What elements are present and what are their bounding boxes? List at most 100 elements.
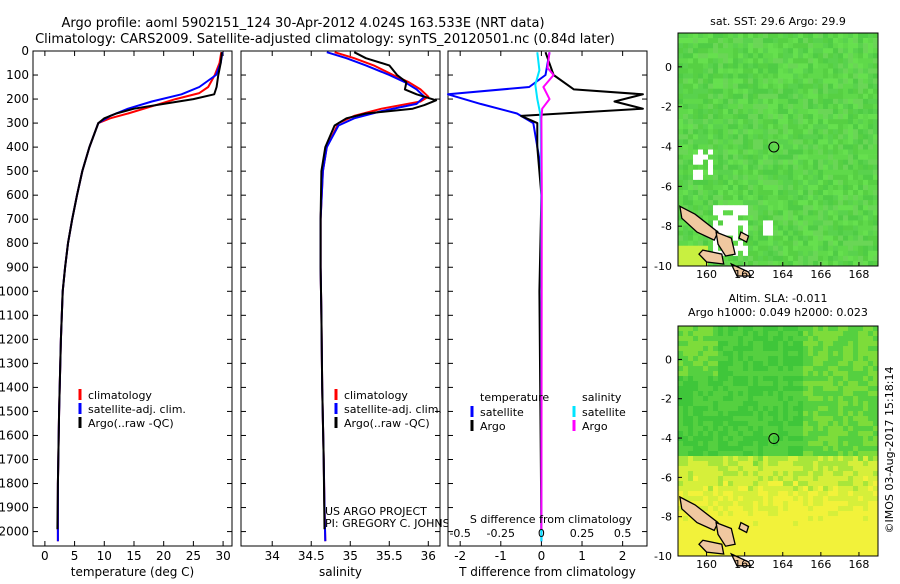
map-cell	[778, 200, 784, 206]
map-cell	[868, 466, 874, 472]
map-cell	[798, 240, 804, 247]
map-cell	[823, 511, 829, 517]
map-cell	[788, 501, 794, 507]
map-cell	[708, 210, 714, 216]
map-cell	[733, 526, 739, 532]
map-cell	[808, 356, 814, 362]
map-cell	[798, 190, 804, 196]
map-cell	[853, 526, 859, 532]
map-cell	[853, 124, 859, 130]
map-cell	[813, 83, 819, 90]
map-cell	[803, 466, 809, 472]
map-cell	[863, 124, 869, 130]
map-cell	[768, 416, 774, 422]
map-x-tick-label: 162	[734, 268, 755, 281]
map-cell	[823, 416, 829, 422]
map-cell	[743, 481, 749, 487]
map-cell	[818, 68, 824, 74]
map-cell	[813, 496, 819, 502]
map-cell	[768, 486, 774, 492]
map-cell	[873, 416, 879, 422]
map-cell	[868, 108, 874, 115]
map-cell	[848, 456, 854, 462]
map-cell	[728, 491, 734, 497]
map-cell	[813, 551, 819, 557]
x-tick-label: 30	[215, 549, 230, 563]
map-cell	[798, 225, 804, 231]
map-cell	[818, 220, 824, 226]
map-cell	[703, 466, 709, 472]
map-cell	[873, 551, 879, 557]
map-cell	[788, 205, 794, 211]
map-cell	[868, 501, 874, 507]
map-cell	[788, 526, 794, 532]
map-cell	[768, 516, 774, 522]
map-cell	[863, 235, 869, 241]
map-cell	[863, 436, 869, 442]
map-cell	[758, 129, 764, 135]
map-cell	[773, 396, 779, 402]
map-cell	[843, 536, 849, 542]
map-cell	[813, 391, 819, 397]
map-cell	[753, 376, 759, 382]
map-cell	[693, 108, 699, 115]
map-cell	[783, 114, 789, 120]
map-cell	[738, 78, 744, 84]
map-frame	[677, 325, 879, 557]
map-cell	[713, 461, 719, 467]
map-cell	[708, 421, 714, 427]
map-cell	[773, 68, 779, 74]
map-cell	[758, 169, 764, 176]
map-cell	[693, 326, 699, 332]
map-cell	[828, 240, 834, 247]
map-cell	[848, 491, 854, 497]
map-cell	[828, 511, 834, 517]
map-cell	[788, 220, 794, 226]
map-cell	[853, 496, 859, 502]
map-cell	[858, 381, 864, 387]
map-cell	[733, 341, 739, 347]
map-cell	[678, 336, 684, 342]
map-cell	[873, 536, 879, 542]
map-cell	[848, 431, 854, 437]
map-cell	[698, 436, 704, 442]
map-cell	[858, 195, 864, 201]
map-cell	[728, 411, 734, 417]
map-cell	[713, 401, 719, 407]
map-cell	[703, 33, 709, 39]
map-cell	[858, 169, 864, 176]
map-cell	[688, 129, 694, 135]
map-cell	[783, 93, 789, 100]
map-cell	[823, 210, 829, 216]
map-cell	[873, 169, 879, 176]
map-cell	[753, 541, 759, 547]
island-landmass	[738, 521, 750, 534]
map-cell	[838, 43, 844, 49]
map-cell	[708, 134, 714, 140]
map-cell	[703, 129, 709, 135]
map-cell	[698, 124, 704, 130]
map-cell	[718, 134, 724, 140]
map-cell	[868, 361, 874, 367]
map-cell	[683, 240, 689, 247]
map-cell	[793, 466, 799, 472]
map-cell	[853, 341, 859, 347]
map-cell	[768, 200, 774, 206]
map-cell	[758, 501, 764, 507]
map-cell	[683, 195, 689, 201]
map-cell	[758, 461, 764, 467]
map-cell	[803, 551, 809, 557]
map-cell	[683, 366, 689, 372]
map-cell	[758, 371, 764, 377]
map-cell	[788, 436, 794, 442]
map-cell	[683, 481, 689, 487]
map-cell	[853, 501, 859, 507]
map-cell	[743, 451, 749, 457]
map-cell	[818, 38, 824, 44]
map-cell	[868, 169, 874, 176]
map-cell	[778, 461, 784, 467]
map-cell	[718, 331, 724, 337]
map-cell	[778, 164, 784, 171]
map-cell	[758, 456, 764, 462]
